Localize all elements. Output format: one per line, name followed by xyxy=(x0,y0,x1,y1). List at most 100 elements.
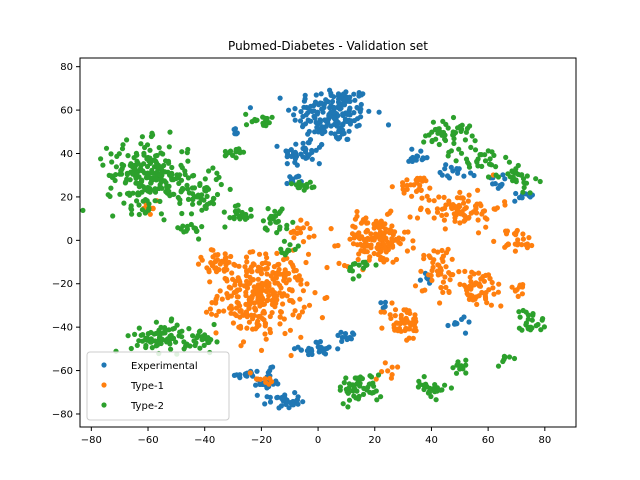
data-point xyxy=(497,182,503,188)
data-point xyxy=(462,268,468,274)
data-point xyxy=(267,399,274,405)
data-point xyxy=(273,293,280,299)
data-point xyxy=(306,128,312,135)
data-point xyxy=(179,149,185,155)
data-point xyxy=(242,264,248,270)
data-point xyxy=(398,312,404,318)
data-point xyxy=(513,166,519,172)
data-point xyxy=(144,156,150,162)
data-point xyxy=(358,114,364,120)
data-point xyxy=(498,303,504,309)
data-point xyxy=(378,300,384,306)
data-point xyxy=(200,336,206,342)
data-point xyxy=(519,291,526,297)
data-point xyxy=(210,254,216,260)
data-point xyxy=(382,245,388,251)
data-point xyxy=(442,382,448,388)
data-point xyxy=(136,338,142,344)
data-point xyxy=(390,259,396,265)
data-point xyxy=(304,221,310,227)
data-point xyxy=(356,230,362,236)
data-point xyxy=(177,197,183,203)
data-point xyxy=(513,232,519,238)
data-point xyxy=(431,198,437,204)
data-point xyxy=(371,389,377,395)
x-tick-label: −40 xyxy=(194,435,215,446)
data-point xyxy=(255,291,261,297)
data-point xyxy=(451,140,457,146)
data-point xyxy=(259,315,265,322)
data-point xyxy=(417,277,423,283)
data-point xyxy=(247,301,253,307)
data-point xyxy=(309,147,315,154)
data-point xyxy=(437,387,443,393)
data-point xyxy=(347,112,353,118)
data-point xyxy=(397,321,403,327)
data-point xyxy=(149,345,155,351)
data-point xyxy=(233,305,240,311)
data-point xyxy=(346,381,352,387)
data-point xyxy=(224,291,230,297)
data-point xyxy=(375,251,381,258)
data-point xyxy=(134,158,140,164)
data-point xyxy=(278,403,284,409)
data-point xyxy=(371,221,377,227)
x-tick-label: −20 xyxy=(251,435,272,446)
data-point xyxy=(385,122,392,128)
data-point xyxy=(231,372,237,378)
data-point xyxy=(447,277,453,283)
data-point xyxy=(414,215,421,221)
data-point xyxy=(328,123,334,129)
data-point xyxy=(170,326,176,332)
data-point xyxy=(371,250,377,257)
data-point xyxy=(300,239,307,245)
data-point xyxy=(450,130,456,137)
x-tick-label: 80 xyxy=(538,435,551,446)
data-point xyxy=(427,185,433,191)
data-point xyxy=(329,98,336,105)
data-point xyxy=(311,184,317,190)
data-point xyxy=(439,247,445,254)
data-point xyxy=(285,148,291,155)
data-point xyxy=(261,310,267,316)
data-point xyxy=(209,300,215,306)
data-point xyxy=(146,205,152,211)
data-point xyxy=(139,134,145,140)
data-point xyxy=(346,128,352,134)
data-point xyxy=(295,243,301,249)
data-point xyxy=(190,201,196,207)
data-point xyxy=(429,277,435,283)
data-point xyxy=(263,336,269,342)
data-point xyxy=(343,110,349,116)
data-point xyxy=(163,337,169,343)
data-point xyxy=(407,214,413,220)
data-point xyxy=(232,208,238,214)
legend-box xyxy=(86,351,230,421)
data-point xyxy=(371,225,377,231)
data-point xyxy=(453,212,459,218)
y-tick-label: −40 xyxy=(52,323,73,334)
data-point xyxy=(482,215,488,221)
data-point xyxy=(380,305,386,311)
data-point xyxy=(98,156,104,162)
data-point xyxy=(162,326,168,332)
y-axis-ticks: −80 −60 −40 −20 0 20 40 60 80 xyxy=(52,62,80,420)
data-point xyxy=(109,159,115,165)
data-point xyxy=(443,264,449,270)
data-point xyxy=(252,306,258,312)
data-point xyxy=(448,164,454,170)
data-point xyxy=(463,357,469,363)
data-point xyxy=(400,236,406,242)
data-point xyxy=(120,142,126,148)
data-point xyxy=(287,242,293,248)
data-point xyxy=(339,334,345,341)
data-point xyxy=(350,241,357,247)
data-point xyxy=(264,265,270,271)
data-point xyxy=(445,322,451,329)
data-point xyxy=(328,90,334,96)
data-point xyxy=(124,171,130,178)
data-point xyxy=(292,390,298,396)
data-point xyxy=(264,287,270,293)
series-type-1 xyxy=(141,172,535,387)
